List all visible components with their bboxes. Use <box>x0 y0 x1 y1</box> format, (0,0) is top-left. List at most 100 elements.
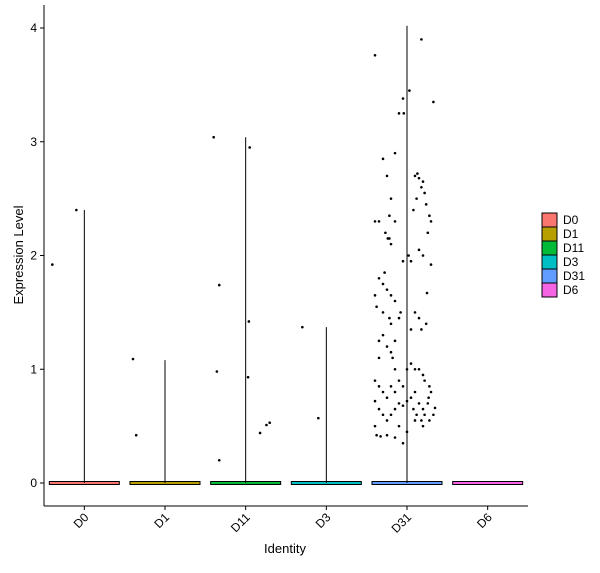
data-point <box>385 433 389 437</box>
y-tick-label: 2 <box>30 249 37 263</box>
data-point <box>421 424 425 428</box>
data-point <box>399 311 402 314</box>
data-point <box>412 208 415 212</box>
data-point <box>397 112 401 115</box>
jitter-points-layer <box>51 38 437 462</box>
y-tick-label: 0 <box>30 476 37 490</box>
data-point <box>51 263 54 266</box>
data-point <box>388 214 391 217</box>
data-point <box>258 431 262 435</box>
data-point <box>409 362 413 365</box>
data-point <box>420 419 423 422</box>
data-point <box>424 322 428 326</box>
data-point <box>423 413 426 417</box>
y-tick-label: 1 <box>30 362 37 376</box>
data-point <box>248 146 251 149</box>
data-point <box>393 436 397 439</box>
data-point <box>397 379 401 382</box>
data-point <box>401 441 405 445</box>
data-point <box>246 375 250 379</box>
data-point <box>393 390 397 394</box>
y-ticks-layer: 0 1 2 3 4 <box>30 21 44 490</box>
y-tick-label: 4 <box>30 21 37 35</box>
data-point <box>301 325 304 329</box>
data-point <box>417 316 421 320</box>
legend-label: D31 <box>563 269 585 283</box>
legend-swatch <box>541 212 558 228</box>
legend-label: D0 <box>563 213 579 227</box>
data-point <box>381 333 385 337</box>
data-point <box>401 385 405 388</box>
data-point <box>373 399 377 403</box>
data-point <box>389 242 393 246</box>
violin-body <box>452 481 524 485</box>
data-point <box>393 367 397 371</box>
data-point <box>413 390 417 394</box>
data-point <box>384 231 387 235</box>
data-point <box>401 404 405 407</box>
data-point <box>413 174 417 178</box>
data-point <box>381 390 385 394</box>
data-point <box>377 339 381 343</box>
data-point <box>428 385 431 388</box>
data-point <box>131 357 135 361</box>
data-point <box>393 407 397 411</box>
data-point <box>389 294 393 297</box>
data-point <box>217 458 221 462</box>
data-point <box>415 413 418 417</box>
data-point <box>388 316 391 320</box>
data-point <box>134 433 138 437</box>
data-point <box>388 237 391 240</box>
data-point <box>428 419 431 422</box>
data-point <box>268 421 271 425</box>
data-point <box>401 97 405 100</box>
x-ticks-layer: D0 D1 D11 D3 D31 D6 <box>71 506 495 536</box>
data-point <box>393 220 397 223</box>
data-point <box>389 197 393 200</box>
data-point <box>429 220 433 223</box>
data-point <box>401 259 405 263</box>
data-point <box>408 89 411 92</box>
legend-label: D11 <box>563 241 584 255</box>
x-tick-label: D11 <box>228 510 253 535</box>
y-tick-label: 3 <box>30 135 37 149</box>
data-point <box>432 413 435 417</box>
data-point <box>427 396 430 399</box>
data-point <box>420 185 423 189</box>
y-axis-label: Expression Level <box>11 205 26 304</box>
data-point <box>429 263 433 266</box>
data-point <box>377 385 381 388</box>
data-point <box>373 294 377 297</box>
data-point <box>373 424 377 428</box>
data-point <box>428 214 431 217</box>
data-point <box>417 176 421 180</box>
data-point <box>420 38 423 41</box>
data-point <box>413 367 417 371</box>
data-point <box>424 203 428 206</box>
data-point <box>393 151 397 155</box>
data-point <box>397 402 401 405</box>
data-point <box>409 396 413 399</box>
data-point <box>265 423 268 427</box>
data-point <box>417 248 421 252</box>
data-point <box>383 271 386 274</box>
data-point <box>402 112 406 115</box>
data-point <box>412 407 415 411</box>
legend-label: D1 <box>563 227 579 241</box>
data-point <box>423 379 426 382</box>
violins-layer <box>48 25 524 485</box>
data-point <box>423 191 426 195</box>
data-point <box>377 356 381 360</box>
data-point <box>385 174 389 178</box>
legend-swatch <box>541 226 558 242</box>
x-tick-label: D6 <box>474 510 495 531</box>
legend-swatch <box>541 254 558 270</box>
legend-swatch <box>541 268 558 284</box>
data-point <box>389 350 393 354</box>
data-point <box>389 413 393 417</box>
data-point <box>377 220 381 223</box>
data-point <box>421 373 425 377</box>
data-point <box>432 100 435 104</box>
